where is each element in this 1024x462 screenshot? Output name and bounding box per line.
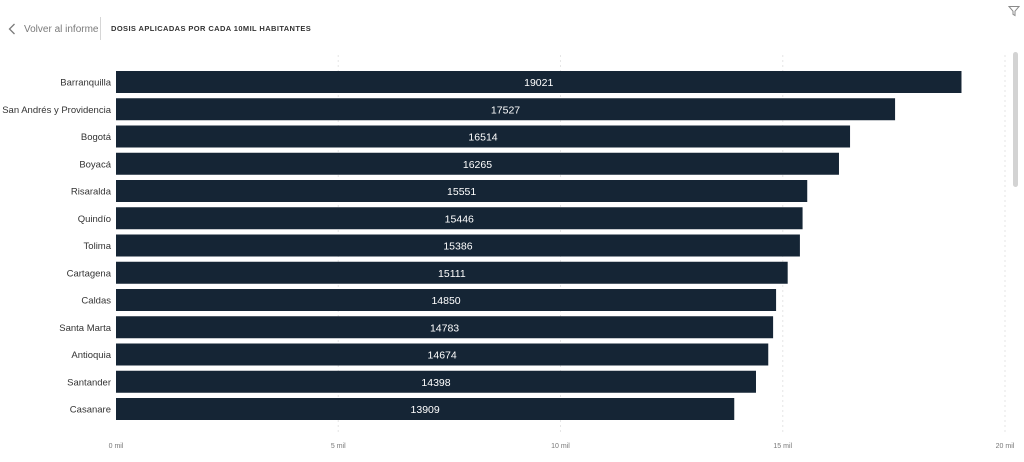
category-label: Antioquia <box>71 350 111 361</box>
chevron-left-icon <box>8 23 16 35</box>
category-label: Bogotá <box>81 132 112 143</box>
bar-chart-svg: 0 mil 5 mil 10 mil 15 mil 20 mil Barranquilla… <box>2 55 1015 450</box>
bar[interactable] <box>116 343 769 366</box>
bar-value-label: 16265 <box>463 159 492 171</box>
chart-title: DOSIS APLICADAS POR CADA 10MIL HABITANTE… <box>111 24 312 33</box>
category-label: Tolima <box>84 241 112 252</box>
bar-value-label: 14783 <box>430 322 459 334</box>
x-tick-label: 15 mil <box>773 443 792 450</box>
bar-value-label: 14398 <box>421 377 450 389</box>
category-label: Santander <box>67 377 111 388</box>
category-label: Cartagena <box>67 268 112 279</box>
x-tick-label: 20 mil <box>996 443 1015 450</box>
bar-value-label: 14674 <box>428 350 457 362</box>
bar[interactable] <box>116 370 756 393</box>
category-label: Boyacá <box>79 159 111 170</box>
back-to-report-button[interactable]: Volver al informe <box>8 20 98 38</box>
filter-icon[interactable] <box>1007 4 1021 22</box>
bar-value-label: 16514 <box>468 132 497 144</box>
header-divider <box>100 17 101 40</box>
bar[interactable] <box>116 152 839 175</box>
bar-value-label: 17527 <box>491 104 520 116</box>
bar-value-label: 14850 <box>431 295 460 307</box>
bar[interactable] <box>116 316 774 339</box>
bar-value-label: 15111 <box>438 268 466 280</box>
bar[interactable] <box>116 71 962 93</box>
back-label: Volver al informe <box>24 23 99 35</box>
category-label: Risaralda <box>71 187 112 198</box>
bar-value-label: 15446 <box>445 213 474 225</box>
bar-value-label: 15386 <box>443 241 472 253</box>
category-label: Caldas <box>81 296 111 307</box>
category-label: San Andrés y Providencia <box>2 105 112 116</box>
scrollbar-thumb[interactable] <box>1013 52 1018 187</box>
bar[interactable] <box>116 398 735 420</box>
bar-value-label: 13909 <box>411 404 440 416</box>
x-tick-label: 5 mil <box>331 443 346 450</box>
report-header: Volver al informe DOSIS APLICADAS POR CA… <box>0 0 1024 50</box>
bar[interactable] <box>116 98 896 121</box>
category-label: Quindío <box>78 214 111 225</box>
bar[interactable] <box>116 207 803 230</box>
bar[interactable] <box>116 289 777 311</box>
bar-value-label: 15551 <box>447 186 476 198</box>
category-label: Santa Marta <box>59 323 111 334</box>
bar[interactable] <box>116 234 800 257</box>
category-label: Casanare <box>70 405 111 416</box>
bar-value-label: 19021 <box>524 77 553 89</box>
bar-chart: 0 mil 5 mil 10 mil 15 mil 20 mil Barranquilla… <box>0 50 1024 457</box>
bar[interactable] <box>116 261 788 284</box>
bar[interactable] <box>116 180 808 202</box>
x-tick-label: 0 mil <box>109 443 124 450</box>
category-label: Barranquilla <box>60 78 111 89</box>
x-tick-label: 10 mil <box>551 443 570 450</box>
bar[interactable] <box>116 125 851 148</box>
